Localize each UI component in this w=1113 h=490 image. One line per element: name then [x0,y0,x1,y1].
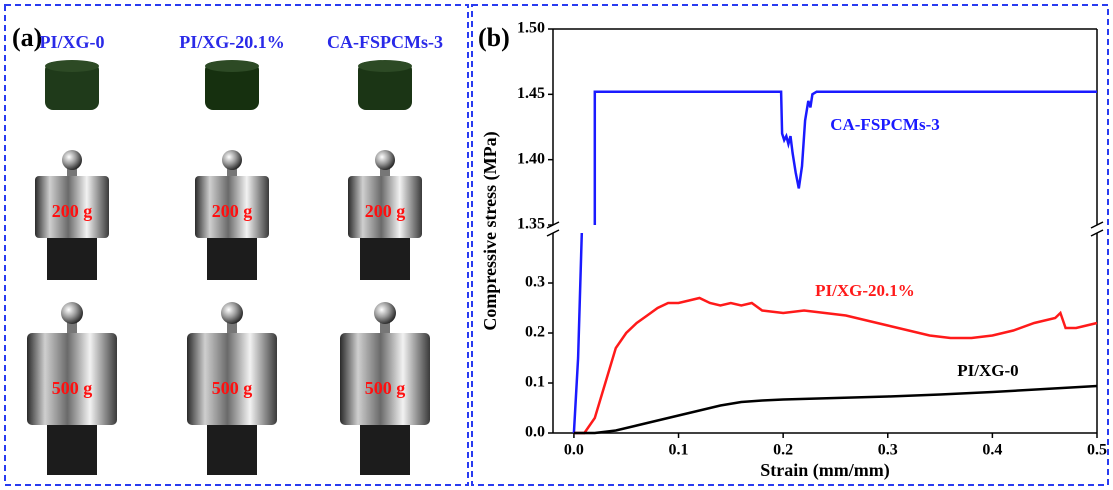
x-tick-label: 0.1 [669,442,689,459]
column-label: PI/XG-20.1% [179,32,285,52]
series-line [573,384,1098,435]
panel-b: (b) 0.0 0.1 0.2 0.3 0.4 0.5 0.0 0.1 0.2 0.3 1.35 1.4… [478,20,1107,481]
knob [62,150,82,170]
series-label: CA-FSPCMs-3 [830,115,940,134]
sample [207,238,257,280]
weight [187,333,277,425]
y-tick-label: 0.0 [525,424,545,441]
x-tick-label: 0.2 [773,442,793,459]
axis-break [546,229,560,237]
axis-break [1090,221,1104,229]
x-tick-label: 0.3 [878,442,898,459]
stem [380,318,390,334]
weight-label: 200 g [212,201,253,221]
y-tick-label: 0.2 [525,324,545,341]
series-line [593,90,1097,225]
x-tick-label: 0.4 [982,442,1002,459]
knob [374,302,396,324]
stem [67,318,77,334]
weight-label: 200 g [52,201,93,221]
series-line [572,232,584,434]
sample [360,238,410,280]
panel-a: (a)PI/XG-0 200 g 500 g PI/XG-20.1% 200 g 500 … [12,23,443,475]
sample [358,62,412,110]
column-label: CA-FSPCMs-3 [327,32,443,52]
x-tick-label: 0.5 [1087,442,1107,459]
sample [205,62,259,110]
sample [47,425,97,475]
weight-label: 500 g [365,378,406,398]
sample-top [358,60,412,72]
series-line [573,296,1098,435]
knob [221,302,243,324]
stem [227,318,237,334]
knob [222,150,242,170]
weight [348,176,422,238]
sample [47,238,97,280]
knob [375,150,395,170]
sample [360,425,410,475]
sample-top [205,60,259,72]
series-label: PI/XG-0 [957,361,1018,380]
panel-b-border [471,4,1109,486]
sample [207,425,257,475]
y-tick-label: 0.1 [525,374,545,391]
x-tick-label: 0.0 [564,442,584,459]
series-label: PI/XG-20.1% [815,281,915,300]
panel-label: (a) [12,23,42,52]
y-tick-label: 1.35 [517,216,545,233]
weight-label: 500 g [212,378,253,398]
weight [340,333,430,425]
knob [61,302,83,324]
panel-a-border [4,4,469,486]
axis-break [1090,229,1104,237]
x-axis-label: Strain (mm/mm) [760,460,889,481]
weight [27,333,117,425]
weight [195,176,269,238]
sample [45,62,99,110]
y-tick-label: 1.45 [517,85,545,102]
weight [35,176,109,238]
y-tick-label: 0.3 [525,274,545,291]
weight-label: 200 g [365,201,406,221]
y-axis-label: Compressive stress (MPa) [480,131,501,330]
column-label: PI/XG-0 [40,32,105,52]
weight-label: 500 g [52,378,93,398]
sample-top [45,60,99,72]
y-tick-label: 1.40 [517,150,545,167]
y-tick-label: 1.50 [517,20,545,37]
panel-label: (b) [478,23,510,52]
